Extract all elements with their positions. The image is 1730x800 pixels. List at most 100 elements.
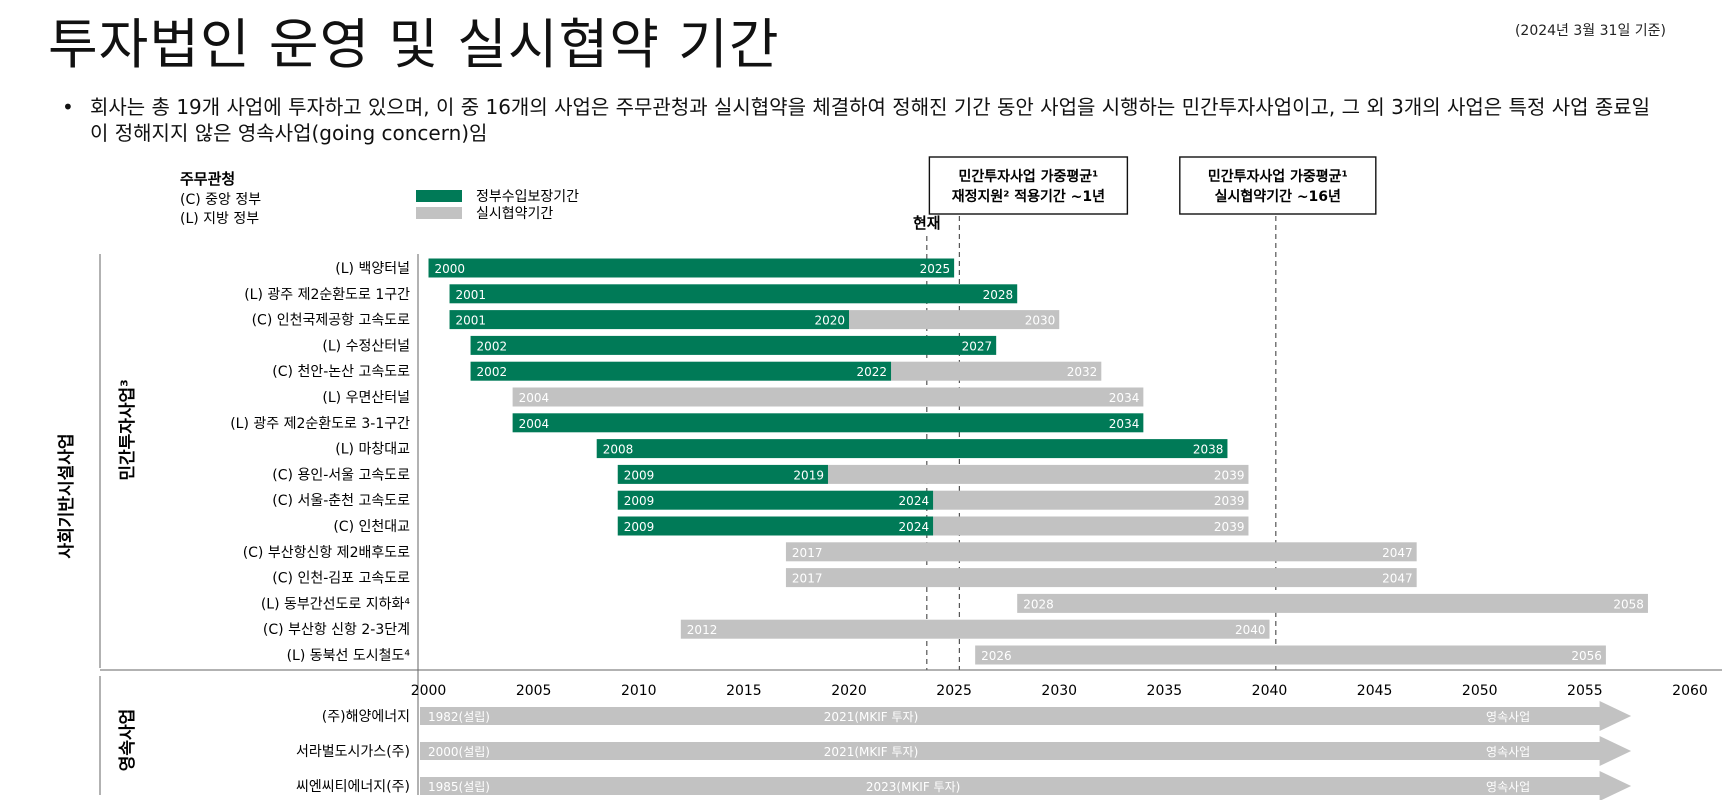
agreement-bar — [785, 568, 1417, 588]
legend-authority-item: (L) 지방 정부 — [180, 211, 259, 227]
bar-agreement-end-label: 2058 — [1613, 597, 1644, 611]
bar-agreement-end-label: 2039 — [1214, 520, 1245, 534]
going-concern-end-label: 영속사업 — [1486, 780, 1530, 794]
going-concern-invest-label: 2021(MKIF 투자) — [824, 745, 918, 759]
going-concern-start-label: 2000(설립) — [428, 745, 490, 759]
bar-guarantee-end-label: 2034 — [1109, 417, 1140, 431]
project-name: (L) 마창대교 — [335, 442, 410, 458]
project-name: (C) 부산항신항 제2배후도로 — [243, 545, 410, 561]
going-concern-start-label: 1985(설립) — [428, 780, 490, 794]
summary-text: 회사는 총 19개 사업에 투자하고 있으며, 이 중 16개의 사업은 주무관… — [90, 95, 1651, 145]
agreement-bar — [680, 619, 1270, 639]
guarantee-bar — [470, 335, 997, 355]
project-name: (C) 인천국제공항 고속도로 — [252, 313, 411, 329]
bar-agreement-end-label: 2047 — [1382, 572, 1413, 586]
agreement-bar — [975, 645, 1606, 665]
guarantee-bar — [449, 284, 1018, 304]
bar-agreement-end-label: 2030 — [1025, 314, 1056, 328]
project-name: (C) 용인-서울 고속도로 — [272, 467, 410, 483]
bar-agreement-end-label: 2034 — [1109, 391, 1140, 405]
bar-guarantee-end-label: 2027 — [962, 339, 993, 353]
as-of-date: (2024년 3월 31일 기준) — [1514, 23, 1666, 39]
x-tick-label: 2030 — [1041, 683, 1077, 699]
x-tick-label: 2025 — [936, 683, 972, 699]
project-name: (L) 수정산터널 — [322, 338, 410, 354]
group-label-ppp: 민간투자사업³ — [118, 379, 138, 480]
project-name: (C) 서울-춘천 고속도로 — [272, 493, 410, 509]
going-concern-end-label: 영속사업 — [1486, 745, 1530, 759]
callout-box — [1179, 156, 1377, 215]
legend-swatch — [416, 190, 462, 202]
agreement-bar — [785, 542, 1417, 562]
going-concern-invest-label: 2023(MKIF 투자) — [866, 780, 960, 794]
callout-text: 민간투자사업 가중평균¹ — [1208, 168, 1348, 185]
legend-authority-title: 주무관청 — [180, 170, 235, 188]
project-name: (C) 인천대교 — [333, 519, 410, 535]
group-label-outer: 사회기반시설사업 — [57, 433, 77, 558]
current-label: 현재 — [913, 214, 941, 232]
summary-bullet: • 회사는 총 19개 사업에 투자하고 있으며, 이 중 16개의 사업은 주… — [62, 94, 1662, 146]
guarantee-bar — [617, 464, 828, 484]
bar-guarantee-end-label: 2028 — [983, 288, 1014, 302]
x-tick-label: 2040 — [1252, 683, 1288, 699]
agreement-bar — [933, 516, 1249, 536]
bar-start-label: 2000 — [435, 262, 466, 276]
going-concern-end-label: 영속사업 — [1486, 710, 1530, 724]
going-concern-start-label: 1982(설립) — [428, 710, 490, 724]
going-concern-invest-label: 2021(MKIF 투자) — [824, 710, 918, 724]
x-tick-label: 2060 — [1672, 683, 1708, 699]
bar-start-label: 2004 — [519, 417, 550, 431]
callout-text: 실시협약기간 ~16년 — [1215, 188, 1341, 205]
bar-start-label: 2004 — [519, 391, 550, 405]
x-tick-label: 2045 — [1357, 683, 1393, 699]
guarantee-bar — [428, 258, 955, 278]
legend-authority-item: (C) 중앙 정부 — [180, 192, 261, 208]
bar-agreement-end-label: 2039 — [1214, 468, 1245, 482]
legend-series-label: 실시협약기간 — [476, 206, 553, 222]
project-name: (C) 부산항 신항 2-3단계 — [263, 622, 410, 638]
project-name: (L) 광주 제2순환도로 1구간 — [244, 287, 410, 303]
x-tick-label: 2000 — [411, 683, 447, 699]
agreement-bar — [512, 387, 1144, 407]
going-concern-name: 씨엔씨티에너지(주) — [296, 779, 410, 795]
agreement-bar — [849, 310, 1060, 330]
bar-start-label: 2002 — [477, 365, 508, 379]
project-name: (L) 동북선 도시철도⁴ — [287, 648, 411, 664]
x-tick-label: 2010 — [621, 683, 657, 699]
bar-agreement-end-label: 2047 — [1382, 546, 1413, 560]
bar-start-label: 2017 — [792, 546, 823, 560]
x-tick-label: 2055 — [1567, 683, 1603, 699]
bar-start-label: 2009 — [624, 520, 655, 534]
bar-start-label: 2028 — [1023, 597, 1054, 611]
bar-start-label: 2017 — [792, 572, 823, 586]
agreement-bar — [933, 490, 1249, 510]
bar-start-label: 2001 — [456, 288, 487, 302]
x-tick-label: 2005 — [516, 683, 552, 699]
bar-start-label: 2012 — [687, 623, 718, 637]
legend-series-label: 정부수입보장기간 — [476, 189, 579, 205]
agreement-bar — [891, 361, 1102, 381]
bar-agreement-end-label: 2056 — [1571, 649, 1602, 663]
bar-start-label: 2001 — [456, 314, 487, 328]
agreement-bar — [1017, 593, 1648, 613]
going-concern-name: 서라벌도시가스(주) — [296, 744, 410, 760]
guarantee-bar — [512, 413, 1144, 433]
bar-guarantee-end-label: 2022 — [857, 365, 888, 379]
bar-start-label: 2009 — [624, 494, 655, 508]
callout-box — [928, 156, 1129, 215]
guarantee-bar — [470, 361, 892, 381]
bar-agreement-end-label: 2040 — [1235, 623, 1266, 637]
bar-guarantee-end-label: 2024 — [899, 494, 930, 508]
bar-agreement-end-label: 2039 — [1214, 494, 1245, 508]
bar-start-label: 2008 — [603, 443, 634, 457]
bar-start-label: 2026 — [981, 649, 1012, 663]
going-concern-arrow — [420, 771, 1632, 800]
guarantee-bar — [617, 490, 934, 510]
guarantee-bar — [449, 310, 850, 330]
x-tick-label: 2015 — [726, 683, 762, 699]
bar-guarantee-end-label: 2019 — [793, 468, 824, 482]
bar-guarantee-end-label: 2020 — [814, 314, 845, 328]
bar-guarantee-end-label: 2024 — [899, 520, 930, 534]
agreement-bar — [827, 464, 1249, 484]
